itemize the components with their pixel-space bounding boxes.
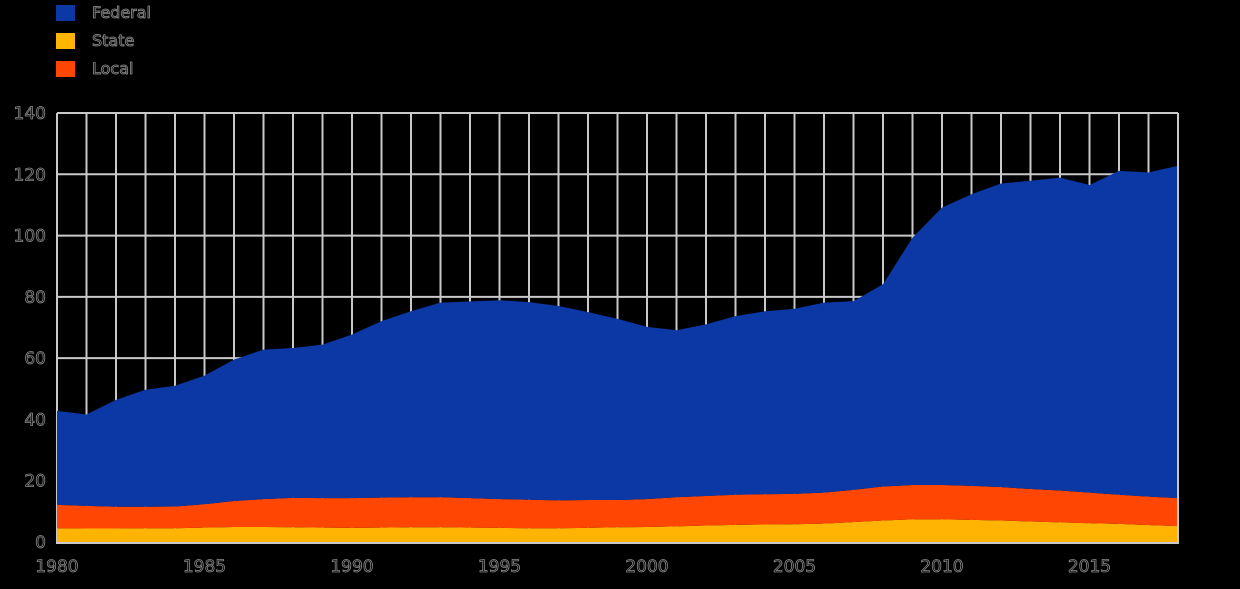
area-state — [57, 519, 1178, 542]
x-axis-tick-labels: 1980 1985 1990 1995 2000 2005 2010 2015 — [35, 557, 1112, 578]
local-swatch — [56, 61, 75, 77]
legend-label-state: State — [92, 31, 135, 50]
y-tick-label: 140 — [14, 104, 46, 124]
x-tick-label: 2005 — [773, 557, 816, 577]
area-federal — [57, 165, 1178, 507]
area-local — [57, 485, 1178, 529]
y-tick-label: 40 — [24, 410, 46, 430]
y-tick-label: 60 — [24, 349, 46, 369]
y-tick-label: 100 — [14, 227, 46, 247]
y-tick-label: 0 — [35, 533, 46, 553]
x-tick-label: 1990 — [330, 557, 373, 577]
y-tick-label: 80 — [24, 288, 46, 308]
x-tick-label: 2000 — [625, 557, 668, 577]
y-tick-label: 120 — [14, 165, 46, 185]
x-tick-label: 1980 — [35, 557, 78, 577]
legend-label-federal: Federal — [92, 3, 152, 22]
x-tick-label: 1985 — [183, 557, 226, 577]
x-tick-label: 1995 — [478, 557, 521, 577]
y-axis-tick-labels: 0 20 40 60 80 100 120 140 — [13, 104, 46, 554]
x-tick-label: 2010 — [920, 557, 963, 577]
x-tick-label: 2015 — [1068, 557, 1111, 577]
legend-label-local: Local — [92, 59, 134, 78]
federal-swatch — [56, 5, 75, 21]
state-swatch — [56, 33, 75, 49]
y-tick-label: 20 — [24, 472, 46, 492]
